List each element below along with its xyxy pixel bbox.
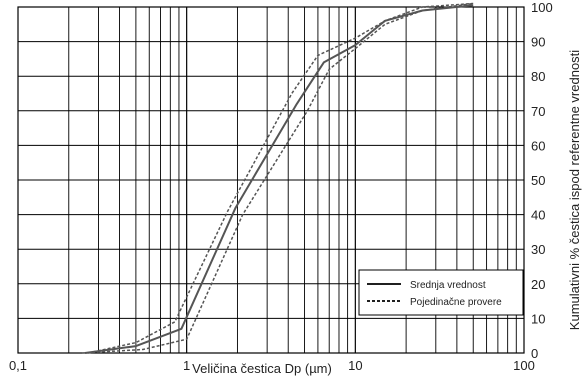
y-tick-label: 40 bbox=[531, 208, 545, 223]
legend-box bbox=[358, 269, 524, 316]
y-tick-label: 100 bbox=[531, 0, 553, 15]
y-tick-label: 80 bbox=[531, 69, 545, 84]
legend-label-mean: Srednja vrednost bbox=[410, 280, 486, 291]
series-lines bbox=[82, 2, 474, 354]
y-axis-label: Kumulativni % čestica ispod referentne v… bbox=[567, 50, 582, 330]
legend-label-individual: Pojedinačne provere bbox=[410, 297, 502, 308]
y-tick-label: 10 bbox=[531, 311, 545, 326]
y-tick-label: 30 bbox=[531, 242, 545, 257]
y-tick-label: 60 bbox=[531, 138, 545, 153]
y-tick-label: 70 bbox=[531, 104, 545, 119]
x-tick-label: 10 bbox=[348, 358, 362, 373]
y-tick-label: 0 bbox=[531, 346, 538, 361]
series-line-mean bbox=[84, 4, 474, 354]
y-tick-label: 90 bbox=[531, 35, 545, 50]
x-tick-label: 0,1 bbox=[9, 358, 27, 373]
x-axis-label: Veličina čestica Dp (µm) bbox=[192, 361, 332, 376]
x-tick-label: 100 bbox=[513, 358, 535, 373]
y-tick-label: 50 bbox=[531, 173, 545, 188]
x-tick-label: 1 bbox=[183, 358, 190, 373]
series-line-individual bbox=[87, 2, 474, 354]
legend: Srednja vrednost Pojedinačne provere bbox=[358, 269, 524, 316]
y-tick-label: 20 bbox=[531, 277, 545, 292]
grid bbox=[17, 6, 525, 354]
